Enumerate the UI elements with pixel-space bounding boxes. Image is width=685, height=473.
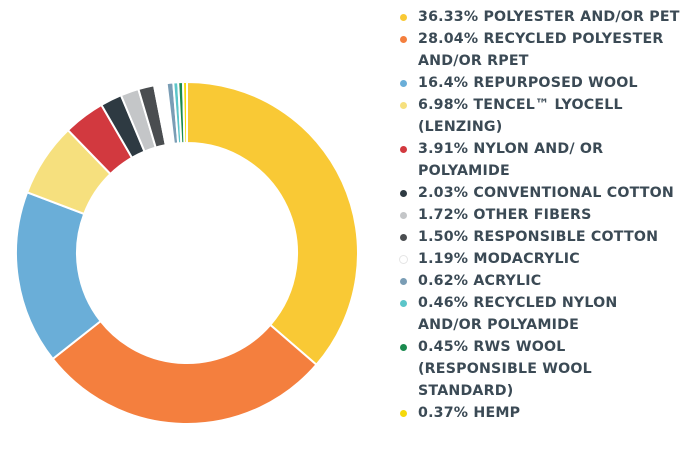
legend-label: RWS WOOL (RESPONSIBLE WOOL STANDARD) — [418, 339, 592, 399]
legend-entry: 0.62% ACRYLIC — [398, 270, 685, 292]
legend-entry: 3.91% NYLON AND/ OR POLYAMIDE — [398, 138, 685, 182]
legend-swatch — [400, 36, 407, 43]
legend-label: ACRYLIC — [473, 273, 542, 289]
legend-value: 16.4% — [418, 75, 469, 91]
legend-value: 1.72% — [418, 207, 469, 223]
legend-label: CONVENTIONAL COTTON — [473, 185, 675, 201]
legend-value: 3.91% — [418, 141, 469, 157]
legend-value: 0.46% — [418, 295, 469, 311]
legend-entry: 0.46% RECYCLED NYLON AND/OR POLYAMIDE — [398, 292, 685, 336]
legend-value: 0.37% — [418, 405, 469, 421]
legend-swatch — [400, 410, 407, 417]
legend-label: POLYESTER AND/OR PET — [483, 9, 680, 25]
legend-swatch — [400, 146, 407, 153]
legend-label: RESPONSIBLE COTTON — [473, 229, 659, 245]
legend-value: 0.62% — [418, 273, 469, 289]
legend-swatch — [400, 102, 407, 109]
legend-value: 36.33% — [418, 9, 479, 25]
legend-swatch — [400, 278, 407, 285]
legend-entry: 36.33% POLYESTER AND/OR PET — [398, 6, 685, 28]
legend-entry: 0.37% HEMP — [398, 402, 685, 424]
legend: 36.33% POLYESTER AND/OR PET 28.04% RECYCL… — [398, 6, 685, 424]
slice — [182, 80, 188, 145]
legend-swatch — [400, 256, 407, 263]
legend-label: MODACRYLIC — [473, 251, 580, 267]
legend-swatch — [400, 190, 407, 197]
legend-label: NYLON AND/ OR POLYAMIDE — [418, 141, 604, 179]
legend-label: HEMP — [473, 405, 521, 421]
legend-entry: 28.04% RECYCLED POLYESTER AND/OR RPET — [398, 28, 685, 72]
legend-value: 0.45% — [418, 339, 469, 355]
legend-value: 6.98% — [418, 97, 469, 113]
legend-entry: 6.98% TENCEL™ LYOCELL (LENZING) — [398, 94, 685, 138]
legend-value: 1.19% — [418, 251, 469, 267]
legend-entry: 1.19% MODACRYLIC — [398, 248, 685, 270]
legend-value: 28.04% — [418, 31, 479, 47]
legend-label: RECYCLED POLYESTER AND/OR RPET — [418, 31, 664, 69]
legend-swatch — [400, 14, 407, 21]
legend-value: 1.50% — [418, 229, 469, 245]
slice — [186, 80, 359, 367]
legend-value: 2.03% — [418, 185, 469, 201]
legend-entry: 1.50% RESPONSIBLE COTTON — [398, 226, 685, 248]
slice — [51, 319, 318, 425]
legend-swatch — [400, 344, 407, 351]
legend-label: OTHER FIBERS — [473, 207, 592, 223]
chart — [15, 80, 359, 425]
legend-label: REPURPOSED WOOL — [473, 75, 638, 91]
legend-swatch — [400, 212, 407, 219]
legend-entry: 0.45% RWS WOOL (RESPONSIBLE WOOL STANDAR… — [398, 336, 685, 402]
legend-entry: 2.03% CONVENTIONAL COTTON — [398, 182, 685, 204]
legend-label: TENCEL™ LYOCELL (LENZING) — [418, 97, 623, 135]
legend-label: RECYCLED NYLON AND/OR POLYAMIDE — [418, 295, 618, 333]
legend-swatch — [400, 300, 407, 307]
legend-entry: 16.4% REPURPOSED WOOL — [398, 72, 685, 94]
legend-swatch — [400, 234, 407, 241]
legend-swatch — [400, 80, 407, 87]
legend-entry: 1.72% OTHER FIBERS — [398, 204, 685, 226]
